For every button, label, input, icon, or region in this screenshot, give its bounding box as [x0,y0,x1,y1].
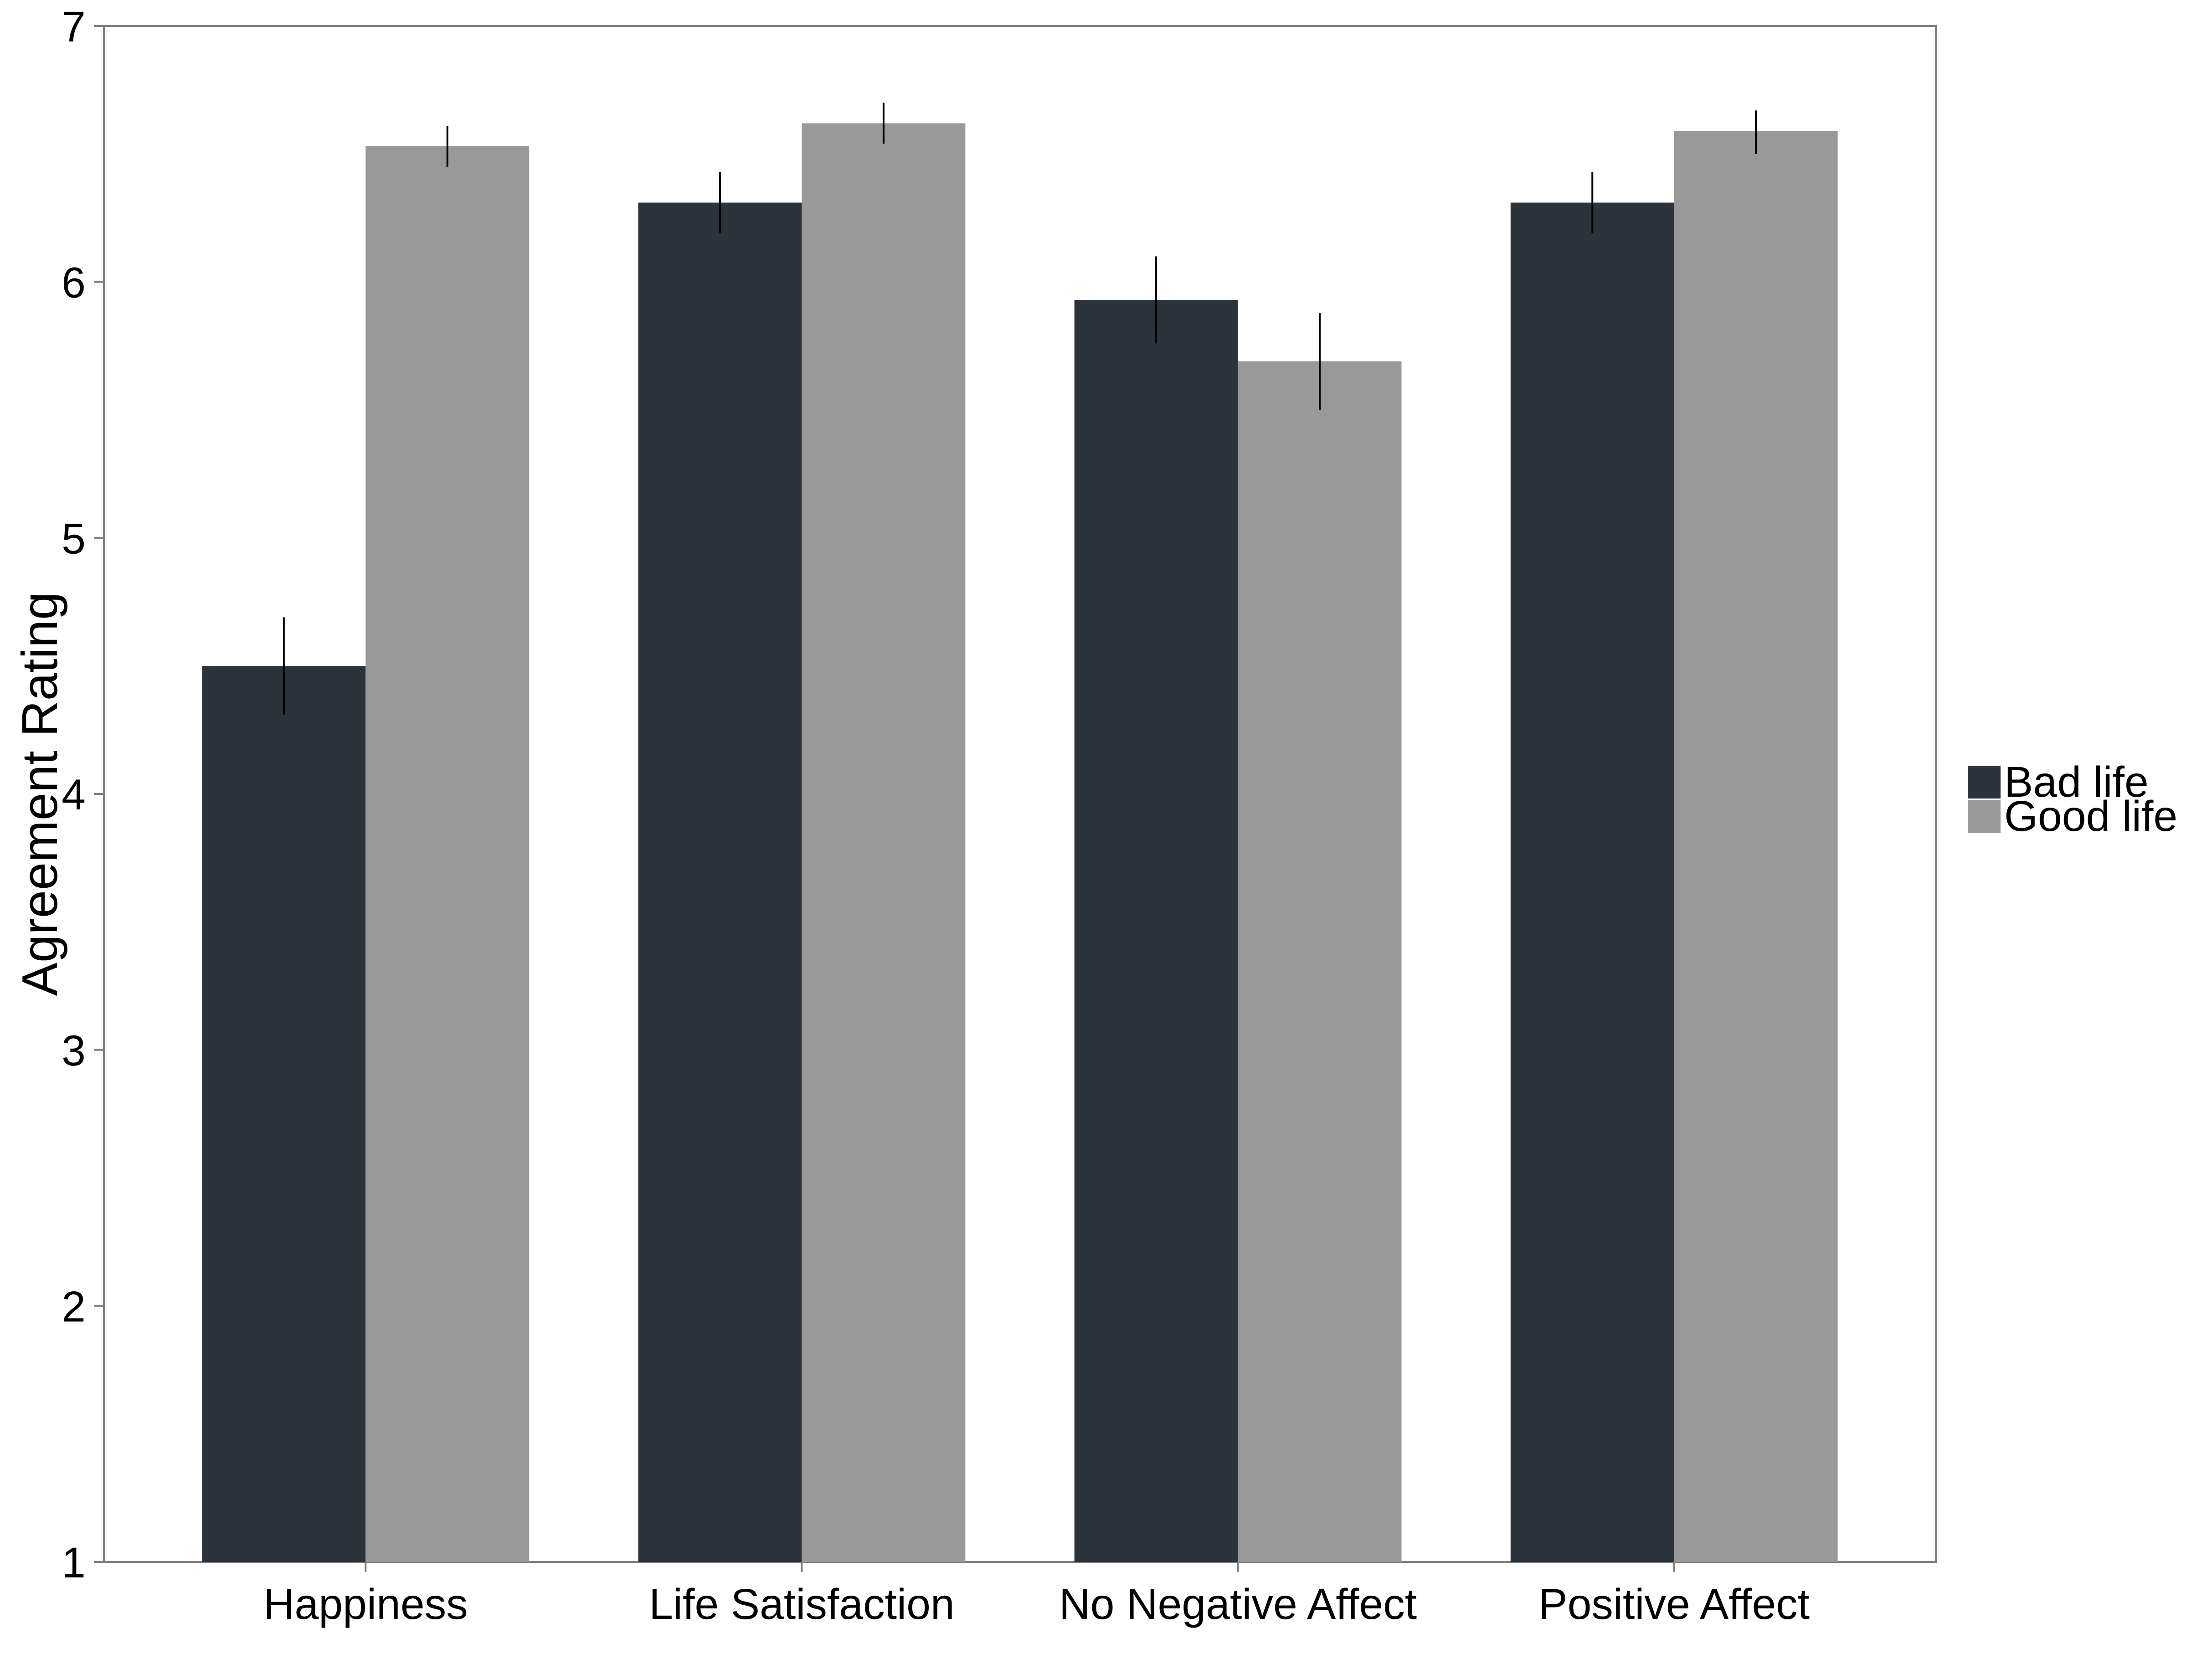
x-tick-label: Happiness [263,1580,468,1628]
bar-bad-life-life-satisfaction [638,202,802,1562]
x-axis: Happiness Life Satisfaction No Negative Af… [263,1562,1810,1628]
x-tick-label: No Negative Affect [1059,1580,1417,1628]
y-tick-label: 1 [62,1539,86,1587]
y-tick-label: 7 [62,3,86,51]
legend-label-bad-life: Bad life [2004,758,2149,806]
y-axis-title: Agreement Rating [12,592,68,996]
bar-good-life-positive-affect [1674,131,1838,1562]
bar-good-life-happiness [365,146,530,1562]
bar-good-life-life-satisfaction [802,123,966,1562]
legend-swatch-bad-life [1968,766,2001,799]
x-tick-label: Life Satisfaction [649,1580,955,1628]
y-tick-label: 2 [62,1283,86,1331]
legend-label-good-life: Good life [2004,792,2177,840]
error-bars-group [283,103,1757,715]
y-tick-label: 6 [62,259,86,307]
bar-bad-life-no-negative-affect [1074,299,1238,1562]
y-axis: 1 2 3 4 5 6 7 [62,3,104,1587]
bars-group [202,123,1838,1562]
x-tick-label: Positive Affect [1538,1580,1810,1628]
bar-bad-life-positive-affect [1510,202,1674,1562]
bar-bad-life-happiness [202,666,366,1562]
y-tick-label: 4 [62,771,86,819]
bar-good-life-no-negative-affect [1238,361,1402,1562]
legend-swatch-good-life [1968,800,2001,833]
y-tick-label: 5 [62,515,86,563]
y-tick-label: 3 [62,1027,86,1075]
